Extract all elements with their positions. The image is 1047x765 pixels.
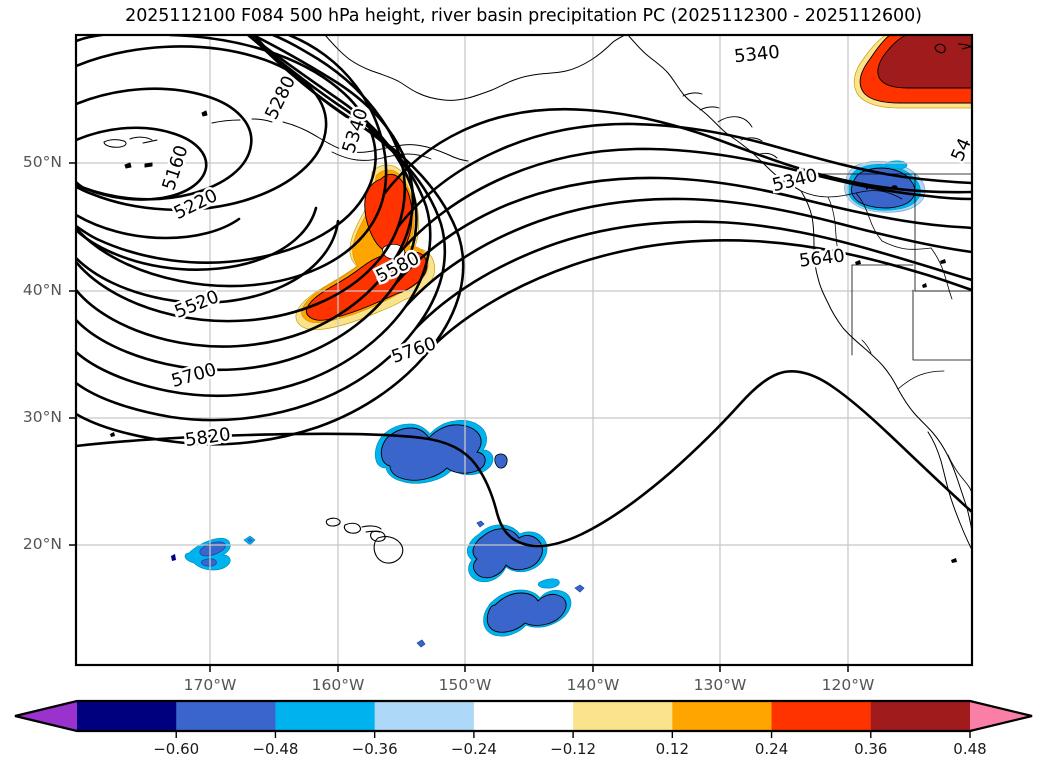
border-state-box-a (912, 289, 972, 361)
coastline-aleutians (211, 118, 469, 162)
contour-5220 (76, 87, 253, 240)
river-snake (855, 192, 883, 242)
coastline-bc-islands (682, 92, 778, 159)
coastline-sf-bay (861, 339, 872, 354)
shade-neg-hawaii-south-core (472, 528, 543, 579)
contour-5520-east (394, 147, 972, 259)
river-interior-d (930, 247, 953, 300)
coastline-detail-nw-a (934, 43, 946, 54)
colorbar-extend-min[interactable] (15, 701, 77, 731)
contour-5400-east (382, 107, 972, 196)
colorbar-tick-label: −0.48 (252, 740, 299, 758)
x-axis-tick-label: 140°W (566, 676, 620, 694)
x-axis-tick-label: 130°W (693, 676, 747, 694)
shade-neg-hawaii-speck-d (416, 639, 426, 648)
coastline-kauai (325, 517, 341, 527)
coastline-speck-e (110, 432, 115, 437)
map-plot: 5160516052205220528052805340534055205520… (69, 33, 974, 672)
coastline-island-e (201, 110, 208, 117)
coastline-aleutian-arc-2 (331, 151, 432, 161)
colorbar-segment[interactable] (473, 701, 574, 731)
river-colorado (897, 370, 945, 390)
coastline-speck-a (855, 260, 861, 265)
colorbar-tick-label: −0.36 (351, 740, 398, 758)
colorbar-tick-label: −0.24 (450, 740, 497, 758)
shade-neg-hawaii-speck-c (574, 584, 585, 593)
colorbar-segment[interactable] (176, 701, 276, 731)
colorbar-tick-label: 0.48 (953, 740, 987, 758)
gridlines (76, 35, 972, 665)
page-title: 2025112100 F084 500 hPa height, river ba… (125, 6, 922, 26)
shade-neg-hawaii-speck-e (476, 520, 485, 528)
shade-neg-midway-core-c (247, 538, 253, 543)
colorbar-tick-label: −0.60 (153, 740, 200, 758)
colorbar-segment[interactable] (275, 701, 376, 731)
y-axis-tick-label: 50°N (22, 153, 62, 171)
coastline-speck-d (951, 558, 957, 563)
coastline-oahu (343, 522, 361, 534)
axis-ticks (69, 162, 849, 672)
contour-5460-east (396, 122, 972, 229)
shaded-anomaly-layer (171, 35, 972, 648)
colorbar-segment[interactable] (771, 701, 872, 731)
coastline-island-a (103, 139, 127, 148)
coastline-maui (370, 530, 386, 542)
x-axis-tick-label: 160°W (311, 676, 365, 694)
contour-5460 (76, 35, 407, 323)
coastline-bigisland (373, 536, 404, 564)
contour-label-text: 5340 (733, 42, 781, 68)
shade-neg-hawaii-speck-a (494, 453, 508, 469)
coastline-island-d (144, 162, 153, 168)
colorbar-segment[interactable] (573, 701, 673, 731)
coastlines (103, 35, 972, 564)
contour-5280 (76, 45, 328, 271)
coastline-bc-panhandle (627, 35, 802, 192)
coastline-us-west (800, 190, 972, 533)
colorbar-swatches[interactable] (15, 701, 1032, 731)
plot-frame (74, 33, 974, 667)
colorbar-tick-label: 0.60 (1009, 740, 1047, 758)
coastline-speck-b (940, 259, 946, 264)
colorbar-ticks (175, 731, 971, 738)
contour-5700-east (414, 220, 972, 330)
contour-5580-east (394, 176, 972, 285)
contour-5520 (76, 35, 415, 348)
coastline-speck-c (922, 283, 927, 288)
colorbar-tick-label: 0.12 (655, 740, 690, 758)
x-axis-tick-label: 170°W (183, 676, 237, 694)
height-contours (76, 35, 972, 548)
shade-neg-hawaii-speck-b (537, 578, 560, 589)
coastline-island-b (129, 136, 158, 144)
colorbar-segment[interactable] (870, 701, 971, 731)
colorbar-extend-max[interactable] (970, 701, 1032, 731)
coastline-hawaii (325, 517, 404, 564)
shade-neg-hawaii-farsouth-core (486, 592, 567, 633)
shade-neg-midway-speck-far (171, 554, 176, 561)
contour-5640-east (404, 197, 972, 308)
coastline-alaska (324, 35, 626, 101)
contour-5820 (76, 369, 972, 548)
y-axis-tick-label: 40°N (22, 281, 62, 299)
colorbar-segment[interactable] (672, 701, 773, 731)
colorbar-tick-label: 0.24 (754, 740, 789, 758)
x-axis-tick-label: 150°W (438, 676, 492, 694)
y-axis-tick-label: 30°N (22, 408, 62, 426)
x-axis-tick-label: 120°W (821, 676, 875, 694)
river-interior-c (881, 240, 932, 250)
contour-5400 (76, 35, 388, 288)
colorbar-outline (14, 699, 1033, 733)
colorbar-segment[interactable] (374, 701, 475, 731)
y-axis-tick-label: 20°N (22, 535, 62, 553)
colorbar-segment[interactable] (77, 701, 177, 731)
shade-pos-nwcorner-core (877, 35, 972, 89)
coastline-island-c (124, 162, 132, 169)
contour-5760-east (430, 239, 972, 349)
colorbar-tick-label: 0.36 (854, 740, 888, 758)
colorbar-tick-label: −0.12 (550, 740, 597, 758)
